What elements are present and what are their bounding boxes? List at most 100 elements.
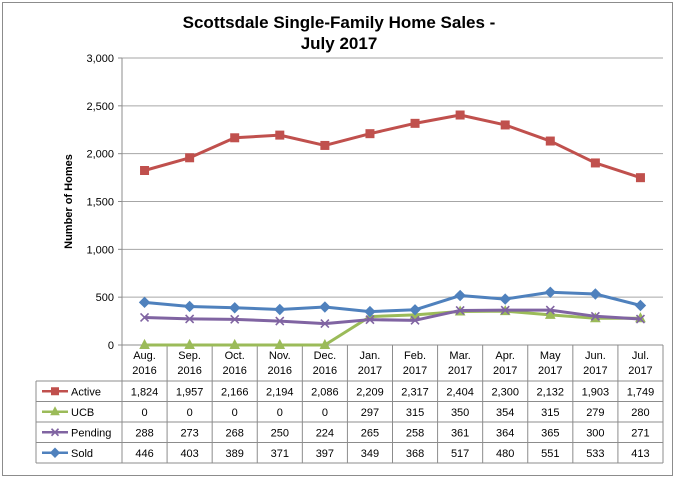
x-tick-label: Nov.: [269, 350, 291, 362]
table-value: 280: [631, 407, 649, 419]
table-value: 279: [586, 407, 604, 419]
table-value: 297: [361, 407, 379, 419]
data-point-active: [635, 173, 645, 183]
data-point-ucb: [139, 338, 150, 349]
data-point-sold: [634, 299, 647, 312]
table-value: 250: [271, 427, 289, 439]
table-value: 0: [277, 407, 283, 419]
table-value: 361: [451, 427, 469, 439]
data-point-pending: [320, 319, 330, 329]
data-point-sold: [138, 296, 151, 309]
data-point-pending: [410, 315, 420, 325]
table-value: 1,824: [131, 386, 159, 398]
table-value: 315: [541, 407, 559, 419]
table-value: 0: [187, 407, 193, 419]
legend-label: Active: [71, 386, 101, 398]
x-tick-label: Sep.: [178, 350, 201, 362]
data-point-pending: [275, 316, 285, 326]
data-point-active: [590, 158, 600, 168]
data-point-active: [410, 118, 420, 128]
data-point-ucb: [319, 338, 331, 349]
table-value: 224: [316, 427, 334, 439]
series-line-sold: [144, 290, 641, 314]
table-value: 397: [316, 448, 334, 460]
legend-label: UCB: [71, 407, 94, 419]
legend-label: Sold: [71, 448, 93, 460]
x-tick-label: 2016: [222, 365, 246, 377]
legend-key-marker: [50, 406, 60, 416]
data-point-ucb: [229, 338, 241, 349]
table-value: 365: [541, 427, 559, 439]
data-point-active: [500, 120, 510, 130]
data-point-pending: [230, 314, 240, 324]
table-value: 0: [232, 407, 238, 419]
table-value: 2,209: [356, 386, 384, 398]
data-point-pending: [635, 314, 646, 324]
y-tick-label: 0: [108, 340, 114, 352]
x-tick-label: 2016: [132, 365, 156, 377]
data-point-pending: [590, 311, 600, 321]
data-point-sold: [409, 304, 421, 316]
data-point-sold: [364, 305, 376, 318]
table-value: 413: [631, 448, 649, 460]
table-value: 1,903: [582, 386, 610, 398]
data-point-active: [455, 110, 465, 120]
x-tick-label: 2016: [177, 365, 201, 377]
x-tick-label: Mar.: [449, 350, 470, 362]
x-tick-label: May: [540, 350, 561, 362]
table-value: 364: [496, 427, 514, 439]
table-value: 533: [586, 448, 604, 460]
table-value: 271: [631, 427, 649, 439]
x-tick-label: Aug.: [133, 350, 156, 362]
table-value: 265: [361, 427, 379, 439]
x-tick-label: 2017: [628, 365, 652, 377]
legend-key-marker: [51, 387, 59, 396]
data-point-sold: [229, 302, 241, 314]
data-point-active: [185, 153, 195, 163]
table-value: 371: [271, 448, 289, 460]
series-line-ucb: [144, 309, 641, 347]
legend-key-marker: [49, 447, 61, 458]
x-tick-label: Jul.: [632, 350, 649, 362]
y-axis-label: Number of Homes: [63, 154, 75, 249]
data-point-pending: [500, 305, 510, 315]
table-value: 354: [496, 407, 514, 419]
table-value: 350: [451, 407, 469, 419]
x-tick-label: 2017: [358, 365, 382, 377]
data-point-pending: [455, 305, 465, 316]
table-value: 480: [496, 448, 514, 460]
table-value: 389: [226, 448, 244, 460]
line-chart: Scottsdale Single-Family Home Sales - Jul…: [35, 13, 664, 464]
table-value: 551: [541, 448, 559, 460]
x-tick-label: 2016: [313, 365, 337, 377]
x-tick-label: 2017: [403, 365, 427, 377]
series-line-active: [144, 113, 641, 180]
data-point-active: [365, 129, 375, 139]
y-tick-label: 1,000: [86, 244, 114, 256]
y-tick-label: 2,000: [86, 149, 114, 161]
data-point-pending: [139, 312, 150, 323]
x-tick-label: Dec.: [314, 350, 337, 362]
data-point-sold: [183, 300, 196, 313]
series-line-pending: [144, 308, 641, 326]
table-value: 268: [226, 427, 244, 439]
table-value: 2,194: [266, 386, 294, 398]
table-value: 517: [451, 448, 469, 460]
chart-frame: Scottsdale Single-Family Home Sales - Jul…: [2, 2, 673, 476]
data-point-pending: [185, 314, 195, 324]
y-tick-label: 3,000: [86, 53, 114, 65]
legend-key-marker: [50, 428, 60, 437]
table-value: 258: [406, 427, 424, 439]
table-value: 315: [406, 407, 424, 419]
x-tick-label: 2017: [448, 365, 472, 377]
x-tick-label: Apr.: [495, 350, 515, 362]
x-tick-label: Jun.: [585, 350, 606, 362]
data-point-active: [230, 133, 240, 143]
y-tick-label: 1,500: [86, 197, 114, 209]
table-value: 0: [322, 407, 328, 419]
chart-title-line: July 2017: [301, 34, 378, 53]
data-point-sold: [589, 288, 602, 300]
table-value: 368: [406, 448, 424, 460]
data-point-active: [140, 166, 150, 176]
data-point-sold: [274, 303, 286, 316]
